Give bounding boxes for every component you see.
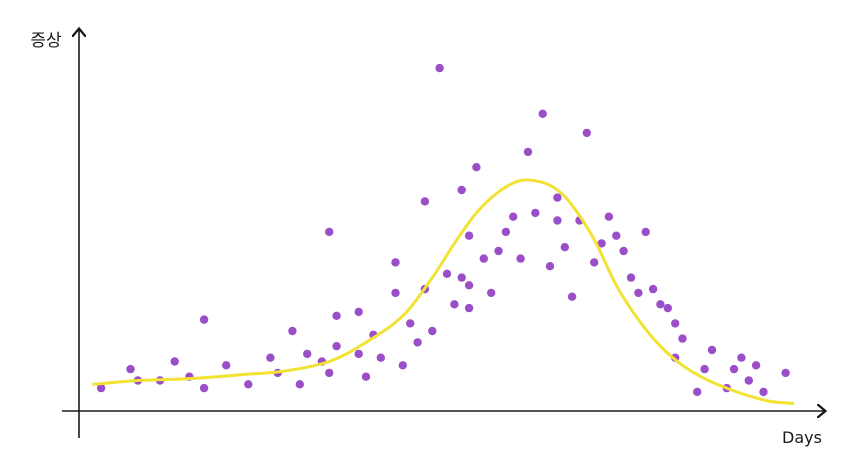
data-point bbox=[457, 273, 466, 282]
y-axis-label: 증상 bbox=[30, 31, 62, 51]
data-point bbox=[656, 300, 665, 309]
data-point bbox=[398, 361, 407, 370]
data-point bbox=[406, 319, 415, 328]
data-point bbox=[332, 311, 341, 320]
data-point bbox=[744, 376, 753, 385]
data-point bbox=[751, 361, 761, 370]
data-point bbox=[612, 231, 621, 240]
data-point bbox=[244, 380, 253, 389]
data-point bbox=[170, 357, 179, 366]
x-axis-label: Days bbox=[782, 428, 822, 447]
data-point bbox=[648, 284, 658, 294]
data-point bbox=[288, 326, 297, 336]
data-point bbox=[641, 227, 650, 237]
data-point bbox=[619, 246, 628, 256]
data-point bbox=[420, 197, 430, 206]
data-point bbox=[361, 372, 371, 381]
data-point bbox=[494, 246, 503, 256]
data-point bbox=[560, 243, 569, 252]
data-point bbox=[523, 147, 533, 157]
data-point bbox=[391, 288, 400, 298]
data-point bbox=[663, 303, 672, 313]
data-point bbox=[464, 281, 474, 290]
data-point bbox=[531, 208, 540, 218]
data-point bbox=[222, 361, 231, 370]
data-point bbox=[391, 258, 400, 267]
data-point bbox=[759, 387, 768, 397]
data-point bbox=[567, 292, 577, 301]
data-point bbox=[781, 368, 790, 378]
data-point bbox=[376, 353, 385, 362]
data-point bbox=[693, 387, 702, 397]
data-point bbox=[671, 319, 680, 328]
data-point bbox=[332, 342, 341, 351]
data-point bbox=[126, 364, 135, 374]
data-point bbox=[590, 258, 599, 267]
data-point bbox=[354, 307, 363, 317]
data-point bbox=[553, 216, 562, 225]
data-point bbox=[472, 163, 481, 172]
data-point bbox=[501, 227, 511, 237]
data-point bbox=[634, 288, 643, 298]
data-point bbox=[199, 315, 209, 324]
data-point bbox=[604, 212, 614, 221]
data-point bbox=[325, 368, 334, 378]
data-point bbox=[509, 212, 518, 221]
data-point bbox=[199, 383, 209, 393]
data-point bbox=[457, 185, 466, 195]
data-point bbox=[413, 338, 422, 347]
data-point bbox=[597, 239, 606, 248]
data-point bbox=[354, 349, 363, 359]
data-point bbox=[737, 353, 746, 362]
data-point bbox=[96, 383, 106, 393]
data-point bbox=[303, 349, 312, 359]
data-point bbox=[428, 326, 437, 336]
data-point bbox=[553, 193, 562, 202]
data-point bbox=[545, 262, 555, 271]
data-point bbox=[707, 345, 717, 355]
data-point bbox=[295, 380, 304, 389]
data-point bbox=[700, 364, 709, 374]
data-point bbox=[487, 288, 496, 298]
data-point bbox=[516, 254, 525, 263]
data-point bbox=[450, 300, 459, 309]
trend-curve bbox=[92, 178, 795, 405]
data-point bbox=[442, 269, 452, 278]
data-point bbox=[729, 364, 739, 374]
data-point bbox=[325, 227, 334, 237]
data-point bbox=[464, 231, 474, 240]
data-point bbox=[479, 254, 488, 263]
scatter-points bbox=[96, 63, 790, 397]
data-point bbox=[678, 334, 687, 343]
data-point bbox=[435, 63, 444, 73]
data-point bbox=[266, 353, 275, 362]
data-point bbox=[582, 128, 591, 138]
data-point bbox=[626, 273, 636, 282]
data-point bbox=[538, 109, 547, 119]
trend-line bbox=[92, 178, 795, 405]
data-point bbox=[464, 303, 474, 313]
